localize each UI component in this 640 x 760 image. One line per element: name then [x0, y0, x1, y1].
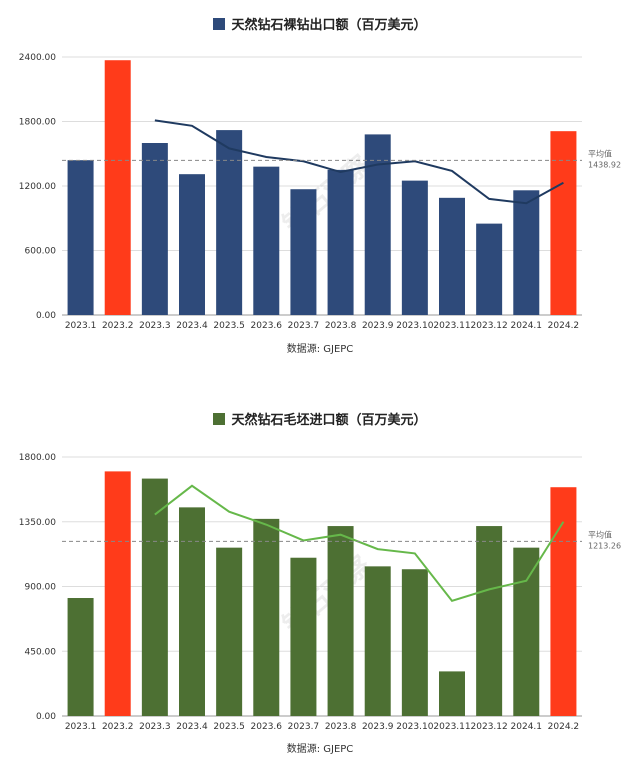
- x-tick-label: 2023.6: [251, 321, 283, 331]
- bar: [216, 130, 243, 315]
- x-tick-label: 2023.7: [288, 321, 320, 331]
- x-tick-label: 2023.10: [396, 321, 433, 331]
- y-tick-label: 1800.00: [19, 118, 56, 128]
- bar: [179, 174, 205, 315]
- y-tick-label: 0.00: [36, 712, 56, 722]
- y-tick-label: 2400.00: [19, 53, 56, 63]
- x-tick-label: 2023.9: [362, 722, 394, 732]
- x-tick-label: 2023.11: [433, 722, 470, 732]
- y-tick-label: 1800.00: [19, 453, 56, 463]
- bar: [104, 471, 131, 716]
- x-tick-label: 2023.5: [213, 321, 245, 331]
- bar: [104, 60, 131, 315]
- export-chart: 天然钻石裸钻出口额（百万美元） 0.00 600.00 1200.00 1800.00…: [0, 0, 640, 375]
- x-tick-label: 2023.6: [251, 722, 283, 732]
- bar: [67, 160, 94, 315]
- bar: [401, 569, 428, 716]
- data-source: 数据源: GJEPC: [286, 744, 354, 755]
- x-tick-label: 2023.2: [102, 722, 134, 732]
- trend-line: [154, 119, 564, 205]
- bar: [141, 478, 168, 716]
- bar: [364, 134, 391, 315]
- x-tick-label: 2023.2: [102, 321, 134, 331]
- legend-swatch: [213, 413, 226, 425]
- y-tick-label: 900.00: [25, 583, 57, 593]
- y-tick-label: 600.00: [25, 247, 57, 257]
- bar: [327, 169, 354, 315]
- bar: [141, 143, 168, 315]
- x-tick-label: 2024.2: [548, 321, 580, 331]
- y-tick-label: 1350.00: [19, 518, 56, 528]
- bar: [216, 547, 243, 716]
- bar: [439, 197, 465, 315]
- x-tick-label: 2023.10: [396, 722, 433, 732]
- chart-legend: 天然钻石毛坯进口额（百万美元）: [0, 409, 640, 428]
- bar: [476, 223, 503, 315]
- y-tick-label: 450.00: [25, 647, 57, 657]
- bar: [513, 547, 540, 716]
- x-tick-label: 2023.1: [65, 321, 97, 331]
- chart-plot: 0.00450.00900.001350.001800.00钻石观察2023.1…: [19, 453, 621, 732]
- x-tick-label: 2023.5: [213, 722, 245, 732]
- bar: [513, 190, 540, 315]
- x-tick-label: 2023.8: [325, 321, 357, 331]
- x-tick-label: 2023.12: [471, 321, 508, 331]
- average-value: 1213.26: [588, 541, 621, 550]
- bar: [401, 180, 428, 315]
- x-tick-label: 2023.1: [65, 722, 97, 732]
- chart-title: 天然钻石毛坯进口额（百万美元）: [231, 413, 427, 428]
- average-label: 平均值: [588, 529, 612, 539]
- bar: [327, 526, 354, 716]
- bar: [290, 189, 317, 315]
- chart-legend: 天然钻石裸钻出口额（百万美元）: [0, 14, 640, 33]
- x-tick-label: 2023.7: [288, 722, 320, 732]
- average-value: 1438.92: [588, 160, 621, 169]
- bar: [179, 507, 205, 716]
- bar: [253, 166, 280, 315]
- bar: [67, 598, 94, 716]
- x-tick-label: 2023.4: [176, 722, 208, 732]
- legend-swatch: [213, 18, 226, 30]
- y-tick-label: 0.00: [36, 311, 56, 321]
- x-tick-label: 2023.4: [176, 321, 208, 331]
- x-tick-label: 2023.8: [325, 722, 357, 732]
- average-label: 平均值: [588, 148, 612, 158]
- bar: [439, 671, 465, 716]
- y-tick-label: 1200.00: [19, 182, 56, 192]
- x-tick-label: 2023.12: [471, 722, 508, 732]
- bar: [550, 131, 577, 315]
- bar: [476, 526, 503, 716]
- x-tick-label: 2023.11: [433, 321, 470, 331]
- bar: [550, 487, 577, 716]
- x-tick-label: 2024.1: [511, 321, 543, 331]
- x-tick-label: 2023.3: [139, 722, 171, 732]
- import-chart: 天然钻石毛坯进口额（百万美元） 0.00 450.00 900.00 1350.00 1…: [0, 395, 640, 760]
- data-source: 数据源: GJEPC: [286, 344, 354, 355]
- bar: [290, 557, 317, 716]
- bar: [253, 518, 280, 716]
- chart-plot: 0.00600.001200.001800.002400.00钻石观察2023.…: [19, 53, 621, 331]
- chart-title: 天然钻石裸钻出口额（百万美元）: [231, 18, 427, 33]
- x-tick-label: 2024.1: [511, 722, 543, 732]
- x-tick-label: 2023.3: [139, 321, 171, 331]
- x-tick-label: 2023.9: [362, 321, 394, 331]
- bar: [364, 566, 391, 716]
- x-tick-label: 2024.2: [548, 722, 580, 732]
